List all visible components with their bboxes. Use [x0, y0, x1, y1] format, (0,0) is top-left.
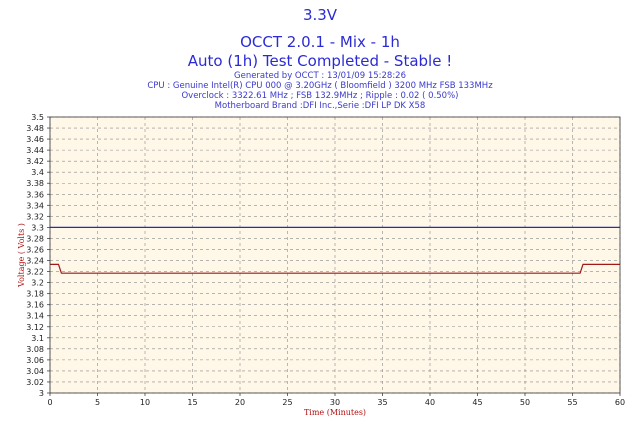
x-tick-label: 10 [140, 398, 150, 407]
x-tick-label: 0 [47, 398, 52, 407]
y-tick-label: 3 [39, 389, 44, 398]
y-tick-label: 3.2 [31, 279, 44, 288]
grid-lines [49, 116, 621, 394]
x-axis-label: Time (Minutes) [304, 408, 366, 417]
x-tick-label: 40 [425, 398, 435, 407]
y-tick-label: 3.42 [26, 157, 44, 166]
y-tick-label: 3.16 [26, 301, 44, 310]
chart-title: 3.3V [302, 6, 338, 24]
y-tick-label: 3.14 [26, 312, 44, 321]
x-tick-label: 5 [95, 398, 100, 407]
y-tick-label: 3.08 [26, 345, 44, 354]
y-tick-label: 3.46 [26, 135, 44, 144]
generated-info: Generated by OCCT : 13/01/09 15:28:26 [234, 71, 406, 81]
y-tick-label: 3.26 [26, 245, 44, 254]
y-tick-label: 3.06 [26, 356, 44, 365]
x-tick-label: 50 [520, 398, 530, 407]
cpu-info: CPU : Genuine Intel(R) CPU 000 @ 3.20GHz… [147, 81, 493, 91]
chart-subtitle: OCCT 2.0.1 - Mix - 1h [240, 33, 400, 51]
y-tick-label: 3.3 [31, 223, 44, 232]
y-tick-label: 3.12 [26, 323, 44, 332]
y-tick-label: 3.5 [31, 113, 44, 122]
motherboard-info: Motherboard Brand :DFI Inc.,Serie :DFI L… [214, 101, 426, 111]
y-tick-label: 3.22 [26, 268, 44, 277]
y-tick-label: 3.24 [26, 257, 44, 266]
y-tick-label: 3.04 [26, 367, 44, 376]
y-tick-label: 3.44 [26, 146, 44, 155]
y-tick-label: 3.4 [31, 168, 44, 177]
y-tick-label: 3.1 [31, 334, 44, 343]
y-axis-label: Voltage ( Volts ) [17, 223, 26, 288]
y-tick-label: 3.38 [26, 179, 44, 188]
y-tick-label: 3.36 [26, 190, 44, 199]
plot-border [49, 116, 621, 394]
test-status: Auto (1h) Test Completed - Stable ! [187, 52, 453, 70]
axis-ticks: 3 3.02 3.04 3.06 3.08 3.1 3.12 3.14 3.16 3.18 3.2 3… [26, 113, 625, 407]
y-tick-label: 3.32 [26, 212, 44, 221]
y-tick-label: 3.48 [26, 124, 44, 133]
x-tick-label: 15 [187, 398, 197, 407]
x-tick-label: 30 [330, 398, 340, 407]
y-tick-label: 3.02 [26, 378, 44, 387]
x-tick-label: 45 [472, 398, 482, 407]
x-tick-label: 25 [282, 398, 292, 407]
x-tick-label: 55 [567, 398, 577, 407]
y-tick-label: 3.18 [26, 290, 44, 299]
overclock-info: Overclock : 3322.61 MHz ; FSB 132.9MHz ;… [181, 91, 459, 101]
x-tick-label: 20 [235, 398, 245, 407]
y-tick-label: 3.28 [26, 234, 44, 243]
x-tick-label: 60 [615, 398, 625, 407]
x-tick-label: 35 [377, 398, 387, 407]
y-tick-label: 3.34 [26, 201, 44, 210]
voltage-series-line [50, 263, 620, 274]
